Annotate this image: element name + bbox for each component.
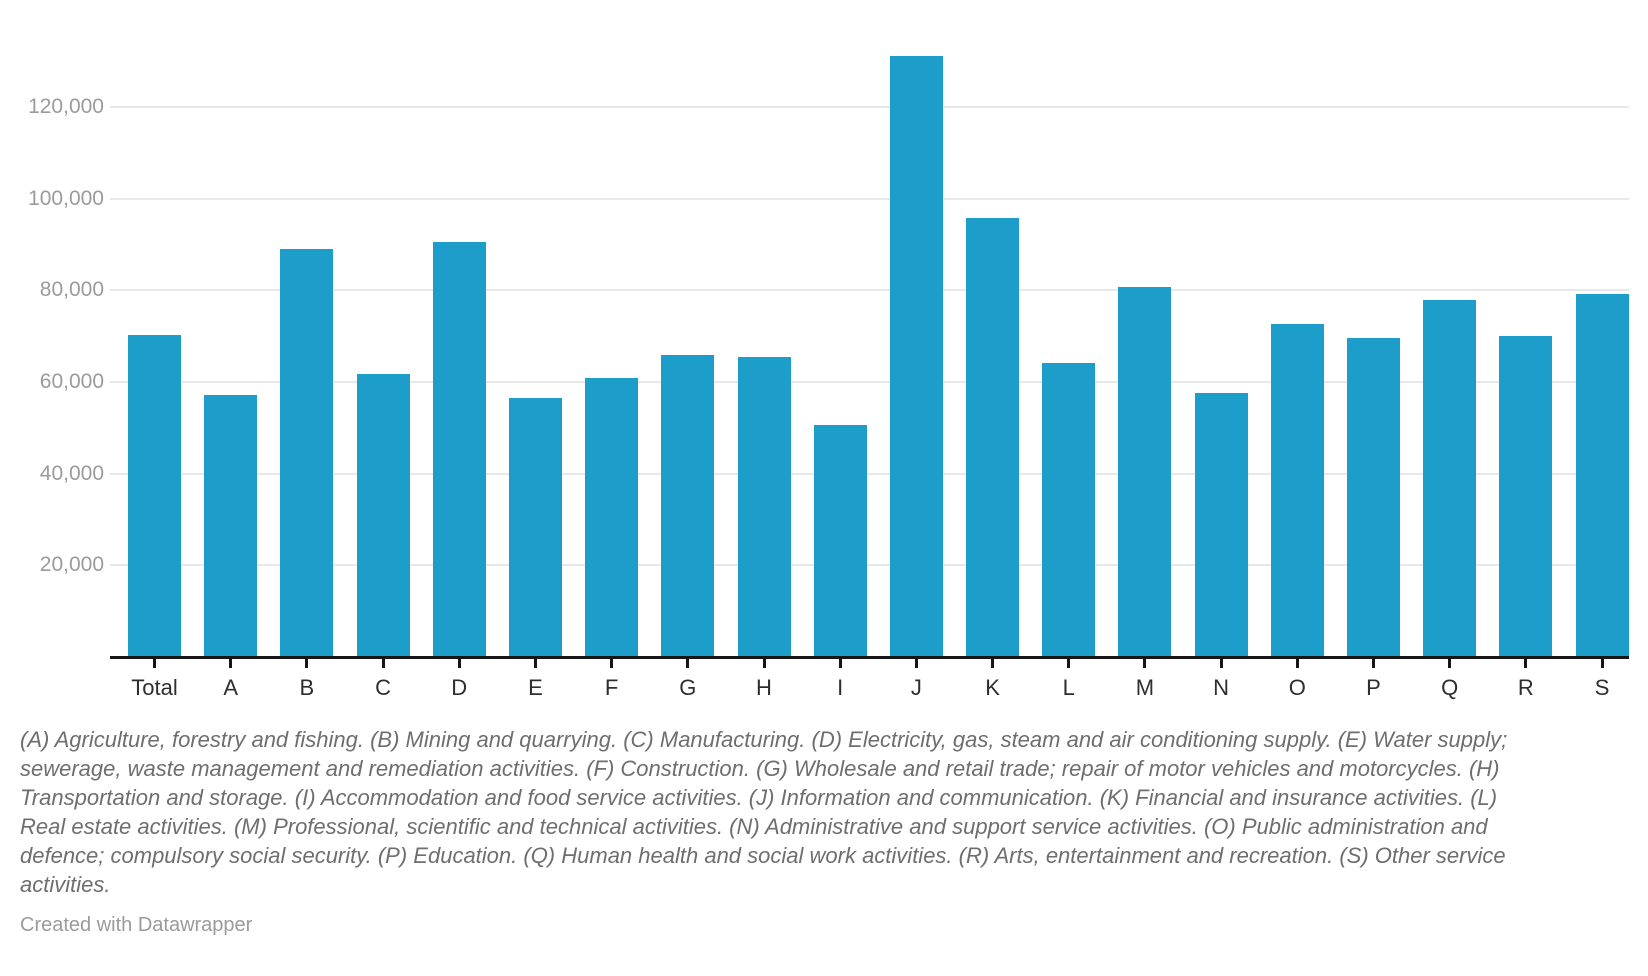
x-category-cell-a: A — [204, 659, 257, 701]
bar-c[interactable] — [356, 374, 410, 656]
bar-r[interactable] — [1499, 336, 1553, 656]
x-category-cell-n: N — [1195, 659, 1248, 701]
x-axis-tick-total — [153, 659, 156, 668]
bar-d[interactable] — [432, 242, 486, 656]
x-category-label-p: P — [1366, 675, 1381, 700]
x-category-cell-s: S — [1576, 659, 1629, 701]
x-category-label-i: I — [837, 675, 844, 700]
x-axis-tick-f — [610, 659, 614, 668]
bar-g[interactable] — [661, 355, 715, 656]
x-axis-baseline — [110, 656, 1629, 659]
x-category-cell-d: D — [433, 659, 486, 701]
x-axis-tick-e — [533, 659, 537, 668]
y-tick-label-40,000: 40,000 — [39, 461, 104, 485]
x-category-label-g: G — [679, 675, 697, 700]
gridline-60,000 — [110, 380, 1629, 383]
bar-s[interactable] — [1575, 294, 1629, 656]
x-axis-tick-m — [1143, 659, 1147, 668]
bar-total[interactable] — [128, 335, 181, 656]
x-category-label-n: N — [1213, 675, 1230, 700]
x-category-label-o: O — [1288, 675, 1306, 700]
x-category-cell-f: F — [585, 659, 638, 701]
x-category-cell-j: J — [890, 659, 943, 701]
bar-chart-plot-area: 20,000 40,000 60,000 80,000 100,000 120,000 — [28, 0, 1629, 659]
x-axis-tick-r — [1524, 659, 1528, 668]
bar-n[interactable] — [1194, 393, 1248, 656]
bars-container — [110, 0, 1629, 656]
x-axis-tick-d — [457, 659, 461, 668]
x-category-cell-q: Q — [1423, 659, 1476, 701]
bar-j[interactable] — [889, 56, 943, 656]
x-category-cell-i: I — [814, 659, 867, 701]
x-axis-tick-s — [1600, 659, 1604, 668]
bar-f[interactable] — [585, 378, 639, 656]
x-category-label-r: R — [1517, 675, 1534, 700]
x-category-label-c: C — [375, 675, 391, 700]
gridline-20,000 — [110, 564, 1629, 567]
x-category-label-m: M — [1135, 675, 1155, 700]
datawrapper-credit: Created with Datawrapper — [20, 914, 253, 936]
bar-a[interactable] — [204, 395, 258, 656]
x-axis-tick-q — [1448, 659, 1452, 668]
x-category-cell-o: O — [1271, 659, 1324, 701]
x-axis-tick-b — [305, 659, 309, 668]
y-tick-label-120,000: 120,000 — [28, 94, 104, 118]
gridline-120,000 — [110, 105, 1629, 108]
x-category-label-a: A — [223, 675, 239, 700]
x-axis-tick-g — [686, 659, 690, 668]
x-axis-tick-o — [1295, 659, 1299, 668]
x-axis-tick-i — [838, 659, 842, 668]
x-axis-tick-p — [1372, 659, 1375, 668]
x-category-cell-r: R — [1499, 659, 1552, 701]
x-category-label-k: K — [985, 675, 1000, 700]
x-category-cell-h: H — [738, 659, 791, 701]
x-category-label-h: H — [756, 675, 772, 700]
gridline-40,000 — [110, 472, 1629, 475]
x-category-cell-m: M — [1118, 659, 1171, 701]
x-category-cell-g: G — [661, 659, 714, 701]
bar-i[interactable] — [813, 425, 867, 656]
y-tick-label-100,000: 100,000 — [28, 186, 104, 210]
bar-m[interactable] — [1118, 287, 1172, 656]
x-category-label-total: Total — [131, 675, 178, 700]
bar-b[interactable] — [280, 249, 334, 656]
gridline-100,000 — [110, 197, 1629, 200]
chart-footnote: (A) Agriculture, forestry and fishing. (… — [20, 727, 1508, 897]
bar-e[interactable] — [508, 398, 562, 656]
x-axis-tick-c — [381, 659, 385, 668]
x-axis-tick-j — [914, 659, 918, 668]
x-category-label-j: J — [910, 675, 922, 700]
bar-l[interactable] — [1042, 363, 1096, 656]
x-category-label-b: B — [299, 675, 315, 700]
y-tick-label-80,000: 80,000 — [39, 278, 104, 302]
x-axis-category-labels: Total A B C D E F G H I J K L M N O P Q R S — [128, 659, 1629, 701]
x-category-label-l: L — [1062, 675, 1075, 700]
bar-k[interactable] — [966, 218, 1020, 656]
y-tick-label-20,000: 20,000 — [39, 553, 104, 577]
x-category-label-q: Q — [1441, 675, 1459, 700]
bar-p[interactable] — [1347, 338, 1400, 656]
x-category-cell-b: B — [280, 659, 333, 701]
x-axis-tick-k — [991, 659, 995, 668]
x-category-label-f: F — [604, 675, 619, 700]
x-category-cell-total: Total — [128, 659, 181, 701]
y-tick-label-60,000: 60,000 — [39, 369, 104, 393]
gridline-80,000 — [110, 289, 1629, 292]
x-category-label-d: D — [451, 675, 468, 700]
x-category-label-e: E — [528, 675, 543, 700]
bar-o[interactable] — [1270, 324, 1324, 656]
x-axis-tick-n — [1219, 659, 1223, 668]
x-axis-tick-h — [762, 659, 766, 668]
x-axis-tick-l — [1067, 659, 1071, 668]
x-category-cell-l: L — [1042, 659, 1095, 701]
x-category-label-s: S — [1594, 675, 1610, 700]
x-category-cell-k: K — [966, 659, 1019, 701]
x-axis-tick-a — [229, 659, 233, 668]
bar-h[interactable] — [737, 357, 791, 656]
x-category-cell-e: E — [509, 659, 562, 701]
x-category-cell-p: P — [1347, 659, 1400, 701]
x-category-cell-c: C — [357, 659, 410, 701]
bar-q[interactable] — [1423, 300, 1477, 656]
